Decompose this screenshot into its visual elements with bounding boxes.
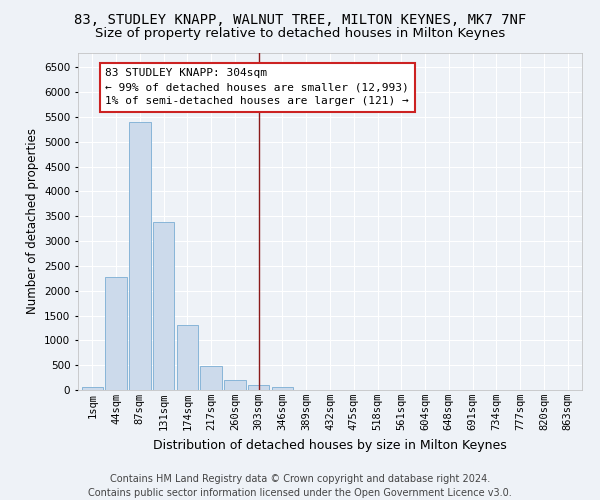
X-axis label: Distribution of detached houses by size in Milton Keynes: Distribution of detached houses by size … xyxy=(153,438,507,452)
Bar xyxy=(129,122,151,390)
Bar xyxy=(176,325,198,390)
Y-axis label: Number of detached properties: Number of detached properties xyxy=(26,128,38,314)
Bar xyxy=(224,380,245,390)
Text: 83, STUDLEY KNAPP, WALNUT TREE, MILTON KEYNES, MK7 7NF: 83, STUDLEY KNAPP, WALNUT TREE, MILTON K… xyxy=(74,12,526,26)
Bar xyxy=(82,386,103,390)
Bar xyxy=(106,277,127,390)
Bar xyxy=(200,366,222,390)
Text: Size of property relative to detached houses in Milton Keynes: Size of property relative to detached ho… xyxy=(95,28,505,40)
Text: Contains HM Land Registry data © Crown copyright and database right 2024.
Contai: Contains HM Land Registry data © Crown c… xyxy=(88,474,512,498)
Bar xyxy=(248,386,269,390)
Bar xyxy=(272,388,293,390)
Bar xyxy=(153,222,174,390)
Text: 83 STUDLEY KNAPP: 304sqm
← 99% of detached houses are smaller (12,993)
1% of sem: 83 STUDLEY KNAPP: 304sqm ← 99% of detach… xyxy=(106,68,409,106)
